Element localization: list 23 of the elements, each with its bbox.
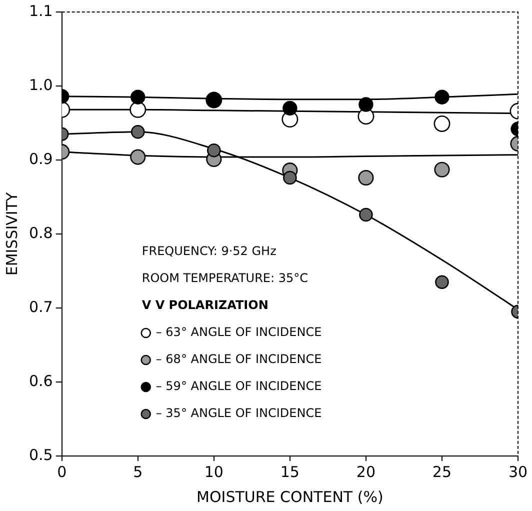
y-tick-label: 0.6 (28, 372, 53, 390)
x-tick-label: 25 (432, 462, 452, 481)
y-tick-label: 0.7 (28, 298, 53, 316)
legend-label: – 68° ANGLE OF INCIDENCE (156, 352, 322, 366)
legend-label: – 35° ANGLE OF INCIDENCE (156, 406, 322, 420)
x-tick-label: 0 (57, 462, 67, 481)
legend-label: – 59° ANGLE OF INCIDENCE (156, 379, 322, 394)
y-axis-title: EMISSIVITY (2, 192, 21, 276)
legend-label: – 63° ANGLE OF INCIDENCE (156, 325, 322, 340)
y-tick-label: 1.0 (28, 76, 53, 94)
y-tick-label: 0.5 (28, 446, 53, 464)
x-tick-label: 30 (508, 462, 528, 481)
x-tick-label: 20 (356, 462, 376, 481)
annotation: FREQUENCY: 9·52 GHz (142, 244, 276, 258)
y-tick-label: 0.9 (28, 150, 53, 168)
y-tick-label: 1.1 (28, 2, 53, 20)
y-tick-label: 0.8 (28, 224, 53, 242)
annotation: ROOM TEMPERATURE: 35°C (142, 271, 308, 286)
x-tick-label: 15 (280, 462, 300, 481)
x-tick-label: 10 (204, 462, 224, 481)
x-axis-title: MOISTURE CONTENT (%) (196, 488, 384, 506)
legend-title: V V POLARIZATION (142, 298, 268, 312)
x-tick-label: 5 (133, 462, 143, 481)
